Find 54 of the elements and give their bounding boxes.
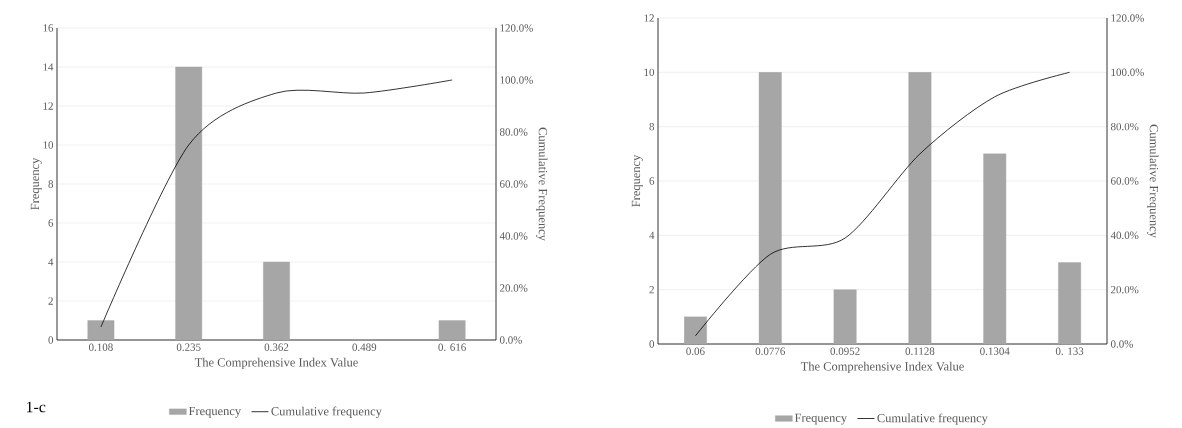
legend-label: Frequency — [188, 406, 242, 418]
x-tick-label: 0.235 — [176, 343, 201, 351]
y2-tick-label: 100.0% — [1111, 68, 1144, 77]
x-tick-label: 0.0776 — [755, 347, 785, 355]
x-tick-label: 0.108 — [88, 343, 113, 351]
line-series — [100, 79, 453, 328]
x-tick-label: 0.489 — [352, 343, 377, 351]
y2-tick-label: 80.0% — [499, 128, 528, 136]
y-tick-label: 10 — [644, 68, 655, 77]
x-tick-label: 0.0952 — [830, 347, 860, 355]
y2-tick-label: 60.0% — [499, 180, 528, 188]
x-tick-label: 0.1128 — [905, 347, 935, 355]
x-tick-label: 0. 616 — [438, 343, 466, 351]
y2-tick-label: 60.0% — [1111, 177, 1139, 185]
legend-label: Cumulative frequency — [271, 406, 382, 419]
x-tick-label: 0.1304 — [980, 347, 1010, 355]
line-series — [695, 71, 1070, 337]
legend-label: Cumulative frequency — [877, 413, 988, 425]
y-axis-title: Frequency — [631, 154, 643, 207]
y-tick-label: 12 — [43, 102, 53, 110]
y2-tick-label: 0.0% — [499, 336, 522, 344]
y-tick-label: 8 — [48, 180, 54, 188]
y2-tick-label: 120.0% — [1111, 14, 1144, 22]
x-tick-label: 0.362 — [264, 343, 289, 351]
x-axis-title: The Comprehensive Index Value — [194, 357, 358, 370]
y2-tick-label: 100.0% — [500, 76, 533, 84]
y2-tick-label: 120.0% — [500, 24, 533, 32]
y-tick-label: 4 — [48, 258, 54, 266]
y2-axis-title: Cumulative Frequency — [536, 127, 548, 241]
y2-tick-label: 0.0% — [1110, 340, 1133, 348]
y2-tick-label: 40.0% — [1110, 231, 1139, 240]
y-tick-label: 0 — [48, 336, 54, 344]
x-axis-title: The Comprehensive Index Value — [800, 361, 964, 374]
y-axis-title: Frequency — [30, 157, 42, 210]
y-tick-label: 10 — [43, 141, 54, 149]
y-tick-label: 12 — [644, 14, 654, 22]
legend-label: Frequency — [794, 413, 848, 425]
y-tick-label: 16 — [43, 24, 54, 32]
y-tick-label: 2 — [649, 286, 654, 294]
y-tick-label: 4 — [649, 231, 655, 239]
y2-axis-title: Cumulative Frequency — [1147, 124, 1159, 238]
y2-tick-label: 20.0% — [500, 284, 528, 292]
y-tick-label: 6 — [649, 177, 655, 185]
y-tick-label: 8 — [649, 122, 655, 131]
y2-tick-label: 20.0% — [1111, 285, 1139, 294]
y-tick-label: 14 — [43, 63, 54, 71]
y-tick-label: 2 — [48, 297, 53, 305]
y2-tick-label: 80.0% — [1110, 122, 1139, 131]
y-tick-label: 0 — [649, 340, 655, 348]
y2-tick-label: 40.0% — [499, 232, 528, 240]
x-tick-label: 0. 133 — [1055, 347, 1084, 355]
y-tick-label: 6 — [48, 219, 54, 227]
x-tick-label: 0.06 — [686, 347, 705, 355]
text: 1-c — [26, 401, 46, 413]
